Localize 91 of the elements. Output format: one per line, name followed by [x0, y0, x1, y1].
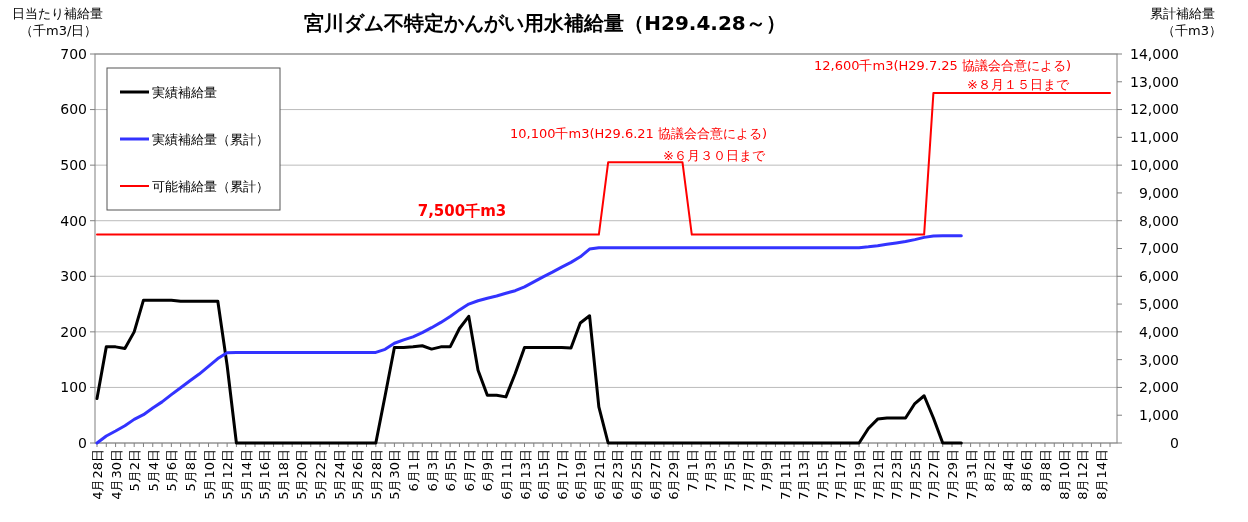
y2-tick-label: 1,000: [1138, 407, 1179, 424]
y-tick-label: 400: [60, 212, 87, 229]
x-tick-label: 6月15日: [536, 449, 552, 500]
x-tick-label: 5月10日: [201, 449, 217, 500]
x-tick-label: 5月18日: [275, 449, 291, 500]
x-tick-label: 6月3日: [424, 449, 440, 492]
x-tick-label: 5月16日: [257, 449, 273, 500]
y2-tick-label: 12,000: [1130, 101, 1179, 118]
x-tick-label: 5月26日: [350, 449, 366, 500]
legend-label: 実績補給量（累計）: [152, 131, 269, 147]
x-tick-label: 6月5日: [443, 449, 459, 492]
annotation: 7,500千m3: [417, 202, 507, 220]
annotation: ※８月１５日まで: [967, 77, 1070, 92]
x-tick-label: 6月29日: [666, 449, 682, 500]
x-tick-label: 8月8日: [1037, 449, 1053, 492]
y2-tick-label: 9,000: [1138, 184, 1179, 201]
y-tick-label: 0: [78, 434, 87, 451]
x-tick-label: 8月6日: [1019, 449, 1035, 492]
x-tick-label: 5月22日: [313, 449, 329, 500]
legend-label: 可能補給量（累計）: [152, 178, 269, 194]
x-tick-label: 5月14日: [238, 449, 254, 500]
y2-tick-label: 7,000: [1138, 240, 1179, 257]
x-tick-label: 5月12日: [220, 449, 236, 500]
x-tick-label: 6月17日: [554, 449, 570, 500]
x-tick-label: 6月25日: [629, 449, 645, 500]
x-tick-label: 4月28日: [90, 449, 105, 500]
x-tick-label: 7月11日: [777, 449, 793, 500]
y2-tick-label: 6,000: [1138, 268, 1179, 285]
x-tick-label: 6月19日: [573, 449, 589, 500]
x-tick-label: 7月19日: [852, 449, 868, 500]
y2-tick-label: 4,000: [1138, 323, 1179, 340]
x-tick-label: 8月10日: [1056, 449, 1072, 500]
y2-tick-label: 5,000: [1138, 295, 1179, 312]
x-tick-label: 6月13日: [517, 449, 533, 500]
x-tick-label: 8月2日: [982, 449, 998, 492]
x-tick-label: 5月20日: [294, 449, 310, 500]
y2-tick-label: 0: [1170, 434, 1179, 451]
x-tick-label: 7月21日: [870, 449, 886, 500]
x-tick-label: 5月2日: [127, 449, 143, 492]
x-tick-label: 6月23日: [610, 449, 626, 500]
x-tick-label: 6月7日: [461, 449, 477, 492]
y-tick-label: 600: [60, 101, 87, 118]
y-tick-label: 500: [60, 157, 87, 174]
x-tick-label: 7月17日: [833, 449, 849, 500]
x-tick-label: 7月29日: [945, 449, 961, 500]
x-tick-label: 7月25日: [907, 449, 923, 500]
x-tick-label: 5月30日: [387, 449, 403, 500]
x-tick-label: 8月12日: [1075, 449, 1091, 500]
x-tick-label: 6月11日: [498, 449, 514, 500]
x-tick-label: 6月27日: [647, 449, 663, 500]
y2-tick-label: 3,000: [1138, 351, 1179, 368]
x-tick-label: 5月28日: [368, 449, 384, 500]
annotation: 12,600千m3(H29.7.25 協議会合意による): [814, 58, 1072, 73]
x-tick-label: 8月4日: [1000, 449, 1016, 492]
y2-tick-label: 10,000: [1130, 157, 1179, 174]
x-tick-label: 7月27日: [926, 449, 942, 500]
y2-tick-label: 11,000: [1130, 129, 1179, 146]
y-tick-label: 100: [60, 379, 87, 396]
y-tick-label: 200: [60, 323, 87, 340]
x-tick-label: 7月15日: [814, 449, 830, 500]
x-tick-label: 7月23日: [889, 449, 905, 500]
x-tick-label: 4月30日: [108, 449, 124, 500]
legend-label: 実績補給量: [152, 84, 217, 100]
y2-tick-label: 2,000: [1138, 379, 1179, 396]
y2-axis-title: 累計補給量（千m3）: [1150, 6, 1222, 38]
x-tick-label: 5月24日: [331, 449, 347, 500]
x-tick-label: 6月9日: [480, 449, 496, 492]
y2-tick-label: 8,000: [1138, 212, 1179, 229]
y2-tick-label: 14,000: [1130, 45, 1179, 62]
line-series: [95, 298, 963, 445]
y-tick-label: 300: [60, 268, 87, 285]
chart-title: 宮川ダム不特定かんがい用水補給量（H29.4.28～）: [304, 11, 786, 35]
x-tick-label: 7月3日: [703, 449, 719, 492]
x-tick-label: 5月4日: [145, 449, 161, 492]
annotation: 10,100千m3(H29.6.21 協議会合意による): [510, 126, 768, 141]
annotation: ※６月３０日まで: [663, 148, 766, 163]
x-tick-label: 7月31日: [963, 449, 979, 500]
x-tick-label: 7月9日: [759, 449, 775, 492]
y-tick-label: 700: [60, 45, 87, 62]
y2-tick-label: 13,000: [1130, 73, 1179, 90]
x-tick-label: 7月1日: [684, 449, 700, 492]
x-tick-label: 5月6日: [164, 449, 180, 492]
x-tick-label: 5月8日: [182, 449, 198, 492]
x-tick-label: 7月7日: [740, 449, 756, 492]
x-tick-label: 7月13日: [796, 449, 812, 500]
x-tick-label: 8月14日: [1093, 449, 1109, 500]
x-tick-label: 6月21日: [591, 449, 607, 500]
x-tick-label: 7月5日: [721, 449, 737, 492]
line-series: [95, 234, 963, 445]
x-tick-label: 6月1日: [405, 449, 421, 492]
y-axis-title: 日当たり補給量（千m3/日）: [12, 6, 103, 38]
